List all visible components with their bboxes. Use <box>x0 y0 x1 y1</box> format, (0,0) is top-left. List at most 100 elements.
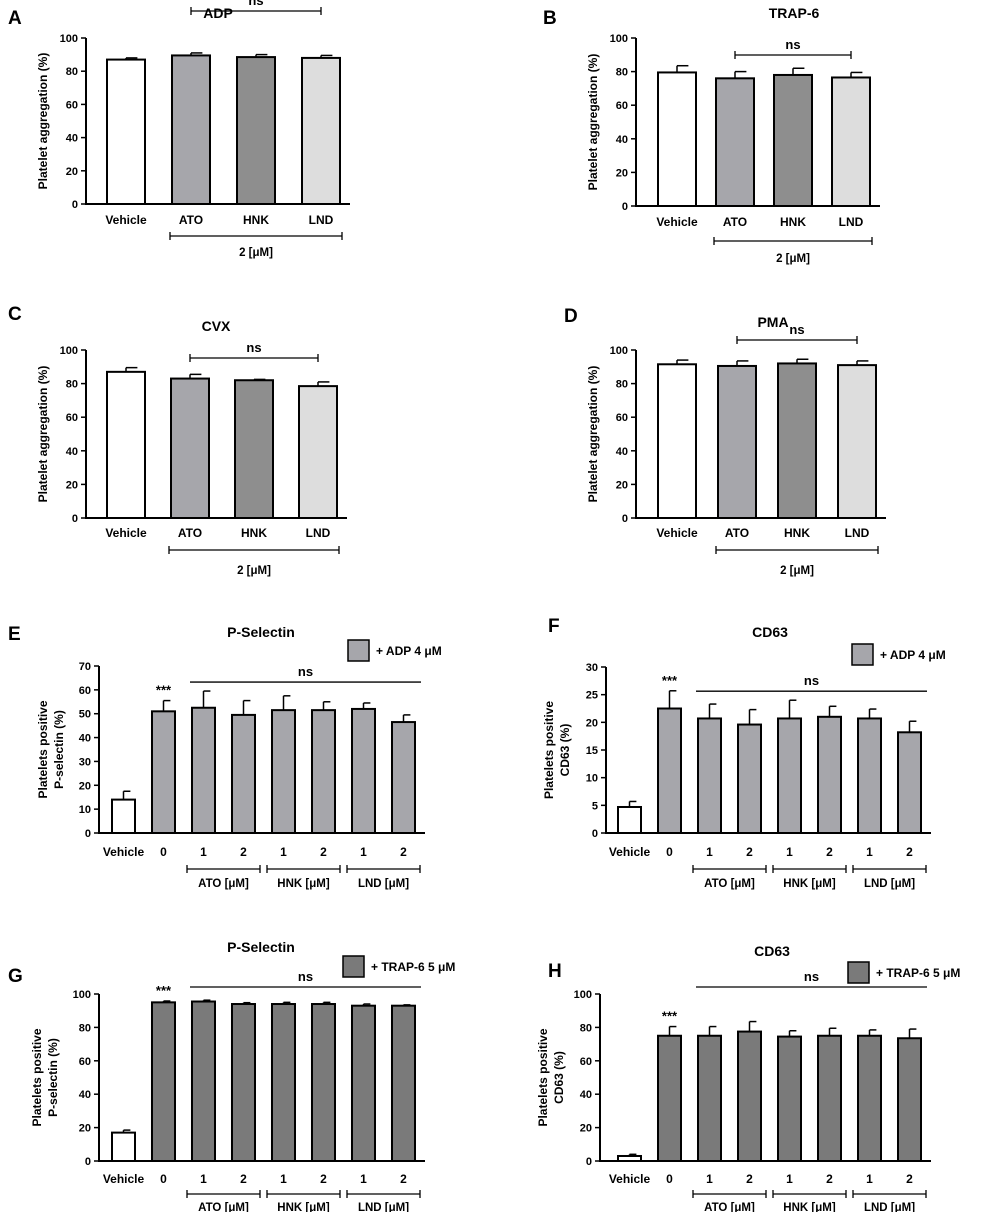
bar-2 <box>897 1037 922 1163</box>
category-label: 2 <box>320 845 327 859</box>
panel-D: D PMA 0 20 40 60 80 100 Platelet aggregation (%)… <box>564 306 886 577</box>
category-label: 2 <box>400 845 407 859</box>
y-tick-label: 40 <box>580 1089 592 1101</box>
group-label: 2 [μM] <box>776 253 810 265</box>
bar-1 <box>857 717 882 835</box>
category-label: 0 <box>160 845 167 859</box>
category-label: 1 <box>706 1172 713 1186</box>
ns-label: ns <box>804 969 819 984</box>
group-label: ATO [μM] <box>198 878 249 890</box>
bar-1 <box>351 1004 376 1162</box>
group-label: ATO [μM] <box>704 878 755 890</box>
panel-A: A ADP 0 20 40 60 80 100 Platelet aggregation (%)… <box>8 0 350 259</box>
bar-Vehicle <box>657 363 697 519</box>
bar-0 <box>151 1001 176 1162</box>
y-tick-label: 0 <box>72 513 78 525</box>
y-tick-label: 0 <box>622 201 628 213</box>
y-tick-label: 25 <box>586 690 598 702</box>
bar-1 <box>777 717 802 835</box>
y-tick-label: 100 <box>610 33 628 45</box>
y-axis-label: CD63 (%) <box>552 1051 566 1104</box>
category-label: Vehicle <box>103 845 145 859</box>
y-tick-label: 40 <box>616 134 628 146</box>
ns-label: ns <box>298 969 313 984</box>
category-label: 2 <box>906 1172 913 1186</box>
significance-stars: *** <box>156 683 172 698</box>
category-label: 2 <box>240 1172 247 1186</box>
y-tick-label: 0 <box>85 1156 91 1168</box>
bar-2 <box>311 709 336 835</box>
bar-2 <box>391 1004 416 1162</box>
category-label: 2 <box>746 845 753 859</box>
y-tick-label: 60 <box>66 99 78 111</box>
bar-0 <box>657 707 682 834</box>
bar-0 <box>151 710 176 834</box>
category-label: 2 <box>906 845 913 859</box>
y-tick-label: 0 <box>85 828 91 840</box>
ns-label: ns <box>298 664 313 679</box>
bar-1 <box>191 706 216 834</box>
y-tick-label: 15 <box>586 745 598 757</box>
group-label: LND [μM] <box>864 878 915 890</box>
category-label: LND <box>845 526 870 540</box>
category-label: 0 <box>160 1172 167 1186</box>
ns-label: ns <box>789 322 804 337</box>
category-label: Vehicle <box>656 215 698 229</box>
y-tick-label: 10 <box>586 773 598 785</box>
chart-title: P-Selectin <box>227 624 295 640</box>
group-label: LND [μM] <box>358 1202 409 1212</box>
category-label: 1 <box>786 1172 793 1186</box>
category-label: 1 <box>200 845 207 859</box>
chart-title: TRAP-6 <box>769 5 820 21</box>
bar-HNK <box>777 362 817 519</box>
ns-label: ns <box>804 673 819 688</box>
y-axis-label: Platelet aggregation (%) <box>36 366 50 503</box>
category-label: 1 <box>786 845 793 859</box>
group-label: HNK [μM] <box>277 1202 330 1212</box>
category-label: 0 <box>666 845 673 859</box>
y-tick-label: 10 <box>79 804 91 816</box>
bar-ATO <box>715 77 755 207</box>
y-tick-label: 20 <box>66 479 78 491</box>
y-tick-label: 100 <box>60 345 78 357</box>
y-tick-label: 80 <box>616 379 628 391</box>
category-label: Vehicle <box>609 845 651 859</box>
group-label: HNK [μM] <box>783 878 836 890</box>
group-label: 2 [μM] <box>237 565 271 577</box>
category-label: 2 <box>240 845 247 859</box>
category-label: 2 <box>746 1172 753 1186</box>
bar-HNK <box>234 379 274 519</box>
category-label: Vehicle <box>656 526 698 540</box>
group-label: HNK [μM] <box>277 878 330 890</box>
y-tick-label: 20 <box>66 166 78 178</box>
category-label: Vehicle <box>105 526 147 540</box>
legend-swatch <box>342 955 365 978</box>
panel-letter: A <box>8 8 22 29</box>
y-axis-label: P-selectin (%) <box>52 710 66 789</box>
y-tick-label: 40 <box>79 733 91 745</box>
category-label: Vehicle <box>105 213 147 227</box>
significance-stars: *** <box>662 673 678 688</box>
y-tick-label: 20 <box>586 717 598 729</box>
category-label: LND <box>309 213 334 227</box>
category-label: 1 <box>280 1172 287 1186</box>
bar-HNK <box>236 56 276 206</box>
y-tick-label: 100 <box>60 33 78 45</box>
bar-1 <box>697 1034 722 1162</box>
bar-2 <box>737 1030 762 1162</box>
legend-swatch <box>847 961 870 984</box>
y-tick-label: 30 <box>79 756 91 768</box>
category-label: Vehicle <box>103 1172 145 1186</box>
bar-1 <box>271 1003 296 1163</box>
y-tick-label: 40 <box>616 446 628 458</box>
category-label: 1 <box>706 845 713 859</box>
y-tick-label: 80 <box>79 1022 91 1034</box>
bar-Vehicle <box>617 805 642 835</box>
panel-letter: G <box>8 966 23 987</box>
y-tick-label: 80 <box>580 1022 592 1034</box>
bar-1 <box>271 709 296 835</box>
bar-1 <box>191 1000 216 1163</box>
